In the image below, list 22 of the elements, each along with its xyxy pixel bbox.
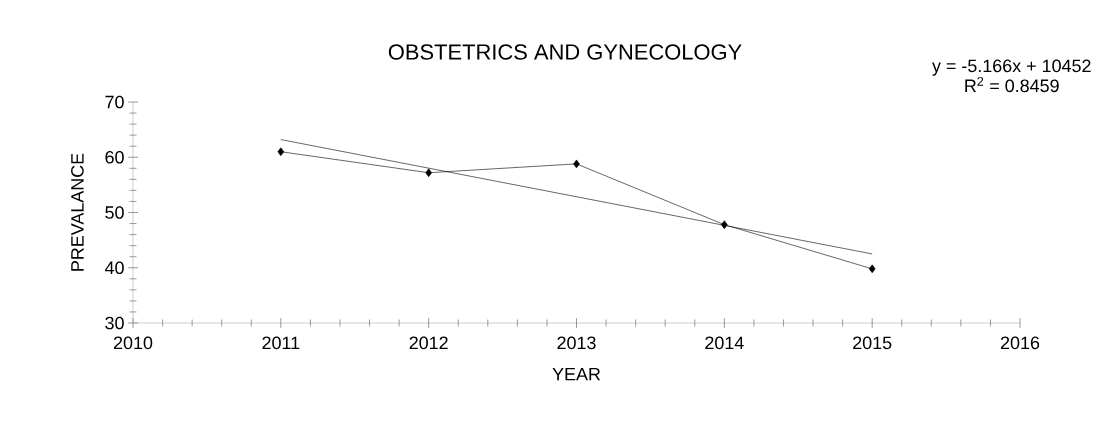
text: y = -5.166x + 10452	[932, 59, 1091, 76]
x-tick-label: 2015	[853, 336, 892, 350]
text: R$^{2}$ = 0.8459	[965, 76, 1059, 93]
y-tick-label: 70	[105, 95, 124, 109]
x-tick-label: 2011	[262, 336, 300, 350]
point	[277, 147, 285, 157]
y-tick-label: 30	[105, 316, 124, 330]
y-tick-label: 60	[105, 150, 124, 164]
x-tick-label: 2010	[113, 336, 153, 350]
x-tick-label: 2013	[557, 336, 596, 350]
point	[425, 168, 432, 177]
x-tick-label: 2012	[409, 336, 448, 350]
point	[721, 220, 728, 229]
x-tick-label: 2014	[705, 336, 744, 350]
x-axis-title: YEAR	[552, 367, 601, 381]
point	[868, 264, 876, 274]
x-tick-label: 2016	[1000, 336, 1040, 350]
point	[573, 159, 580, 169]
y-axis-title: PREVALANCE	[71, 153, 84, 271]
y-tick-label: 40	[104, 261, 124, 275]
y-tick-label: 50	[105, 206, 124, 219]
chart-title: OBSTETRICS AND GYNECOLOGY	[388, 44, 742, 60]
